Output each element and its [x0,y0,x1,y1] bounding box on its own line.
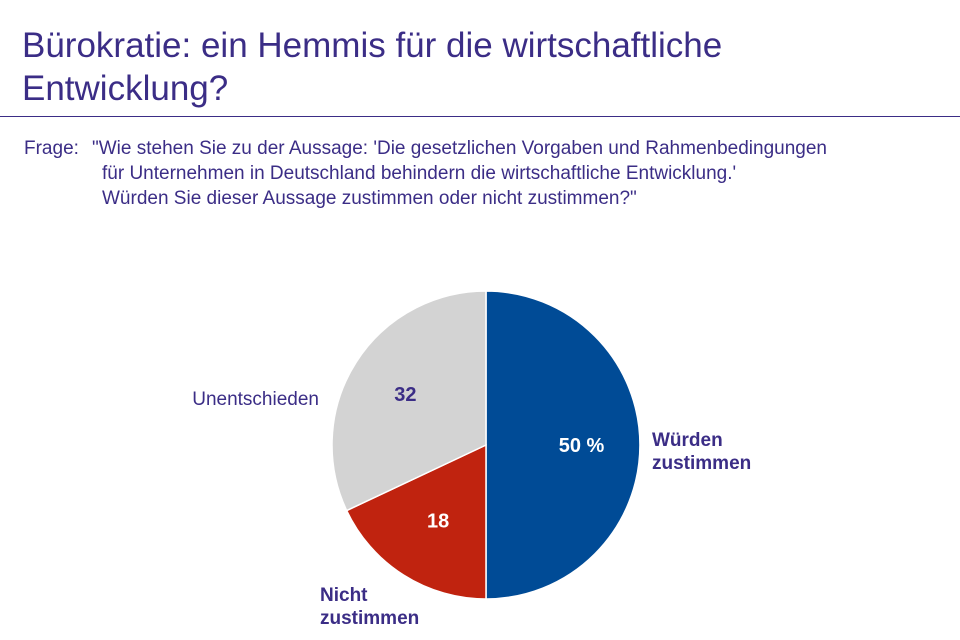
pie-value-labels: 50 % 18 32 [394,384,604,533]
chart-title: Bürokratie: ein Hemmis für die wirtschaf… [22,26,723,108]
pie-category-label: Nicht zustimmen [320,585,419,629]
pie-slice [485,290,641,600]
pie-category-label-line: Nicht [320,585,368,606]
pie-slice [345,443,487,600]
question-line: Würden Sie dieser Aussage zustimmen oder… [102,188,637,209]
pie-category-label-line: Unentschieden [192,389,319,410]
pie-category-label-line: zustimmen [652,453,751,474]
question-label: Frage: [24,138,79,159]
pie-category-label: Unentschieden [192,389,319,410]
pie-slices [331,290,641,600]
pie-value-label: 32 [394,384,416,406]
pie-value-label: 18 [427,510,449,532]
pie-slice [331,290,487,512]
question-line: für Unternehmen in Deutschland behindern… [102,163,737,184]
pie-category-label: Würden zustimmen [652,430,751,474]
question-line: "Wie stehen Sie zu der Aussage: 'Die ges… [92,138,827,159]
title-divider [0,116,960,117]
pie-value-label: 50 % [559,435,605,457]
pie-category-label-line: zustimmen [320,608,419,629]
pie-category-label-line: Würden [652,430,723,451]
